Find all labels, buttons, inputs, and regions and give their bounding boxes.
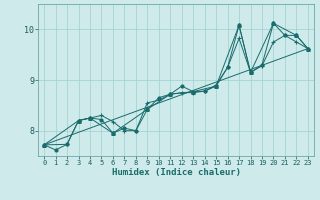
X-axis label: Humidex (Indice chaleur): Humidex (Indice chaleur) — [111, 168, 241, 177]
